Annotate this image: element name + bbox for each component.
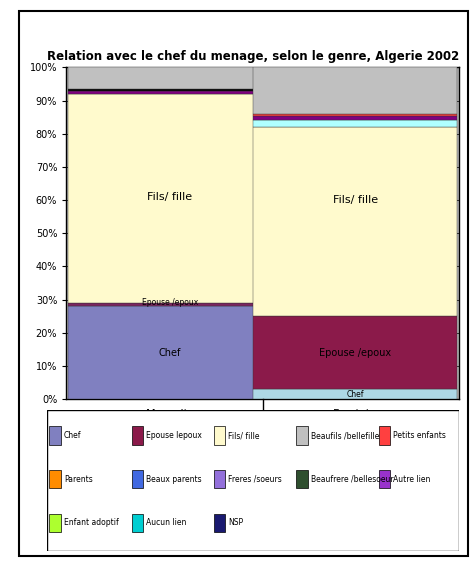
FancyBboxPatch shape [19,11,468,556]
Bar [296,427,308,445]
Bar [253,316,457,389]
Text: Fils/ fille: Fils/ fille [228,431,260,440]
Bar [131,427,143,445]
Bar [131,514,143,532]
Text: Beaufrere /bellesoeur: Beaufrere /bellesoeur [311,474,393,484]
Bar [214,470,226,488]
Text: Freres /soeurs: Freres /soeurs [228,474,282,484]
Text: Aucun lien: Aucun lien [146,518,186,527]
Bar [214,514,226,532]
Bar [253,114,457,116]
Text: Chef: Chef [346,389,364,398]
Bar [131,470,143,488]
Bar [68,89,272,90]
Bar [49,427,61,445]
Bar [68,67,272,89]
X-axis label: Genre: Genre [245,445,280,455]
Bar [296,470,308,488]
Text: Fils/ fille: Fils/ fille [148,192,193,202]
Text: Autre lien: Autre lien [393,474,430,484]
Bar [49,470,61,488]
Bar [253,127,457,316]
Text: Beaux parents: Beaux parents [146,474,201,484]
Text: Parents: Parents [64,474,93,484]
Text: Epouse /epoux: Epouse /epoux [142,298,198,307]
Text: Relation avec le chef du menage, selon le genre, Algerie 2002: Relation avec le chef du menage, selon l… [46,51,459,64]
Bar [253,389,457,399]
Bar [253,67,457,114]
Bar [253,116,457,120]
Bar [253,120,457,127]
Bar [68,306,272,399]
Bar [214,427,226,445]
Text: Fils/ fille: Fils/ fille [333,195,377,205]
Text: Chef: Chef [64,431,81,440]
Bar [68,94,272,303]
Bar [68,303,272,306]
Text: Chef: Chef [159,348,181,357]
Text: NSP: NSP [228,518,244,527]
Bar [378,470,390,488]
Text: Epouse /epoux: Epouse /epoux [319,348,391,357]
FancyBboxPatch shape [47,410,459,551]
Text: Epouse lepoux: Epouse lepoux [146,431,202,440]
Text: Petits enfants: Petits enfants [393,431,446,440]
Bar [49,514,61,532]
Bar [68,90,272,94]
Text: Enfant adoptif: Enfant adoptif [64,518,119,527]
Text: Beaufils /bellefille: Beaufils /bellefille [311,431,379,440]
Bar [378,427,390,445]
